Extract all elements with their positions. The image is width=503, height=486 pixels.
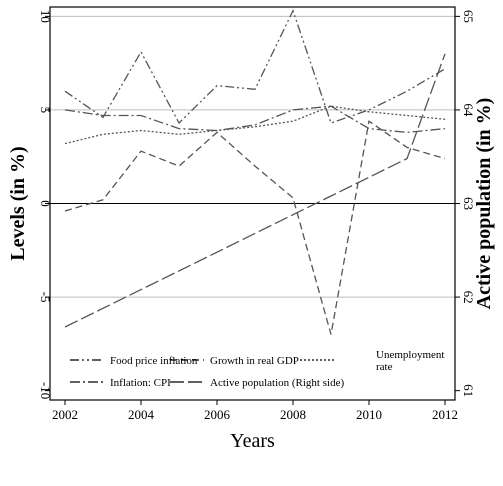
y-tick-label-right: 61 <box>461 384 476 397</box>
legend-label: Food price inflation <box>110 355 198 367</box>
x-axis-label: Years <box>230 430 275 452</box>
series-line-1 <box>64 120 446 335</box>
axes: 2002 2004 2006 2008 2010 2012 -10 -5 0 5 10 61 62 63 6… <box>38 10 476 422</box>
legend-label: Inflation: CPI <box>110 377 171 389</box>
legend: Food price inflation Growth in real GDP Un… <box>66 348 444 394</box>
y-tick-label-left: -5 <box>38 292 53 303</box>
y-tick-label-right: 62 <box>461 291 476 304</box>
x-tick-label: 2002 <box>52 407 78 422</box>
y-tick-label-left: 10 <box>38 10 53 23</box>
x-tick-label: 2012 <box>432 407 458 422</box>
legend-label: Growth in real GDP <box>210 355 299 367</box>
x-tick-label: 2010 <box>356 407 382 422</box>
legend-label: Unemployment <box>376 349 444 361</box>
gridlines <box>50 15 455 298</box>
series-lines <box>64 8 446 335</box>
x-tick-label: 2006 <box>204 407 231 422</box>
x-tick-label: 2008 <box>280 407 306 422</box>
x-tick-label: 2004 <box>128 407 155 422</box>
y-tick-label-right: 65 <box>461 10 476 23</box>
y-tick-label-left: 0 <box>38 200 53 207</box>
legend-box <box>66 348 390 394</box>
y-axis-label-right: Active population (in %) <box>473 98 495 310</box>
series-line-3 <box>64 105 446 134</box>
y-axis-label-left: Levels (in %) <box>7 146 29 260</box>
y-tick-label-right: 63 <box>461 197 476 210</box>
series-line-4 <box>64 53 446 328</box>
legend-label: Active population (Right side) <box>210 377 344 389</box>
series-line-0 <box>64 8 446 125</box>
legend-label: rate <box>376 361 393 373</box>
series-line-2 <box>64 105 446 145</box>
y-tick-label-left: -10 <box>38 382 53 399</box>
y-tick-label-right: 64 <box>461 103 476 117</box>
y-tick-label-left: 5 <box>38 107 53 114</box>
